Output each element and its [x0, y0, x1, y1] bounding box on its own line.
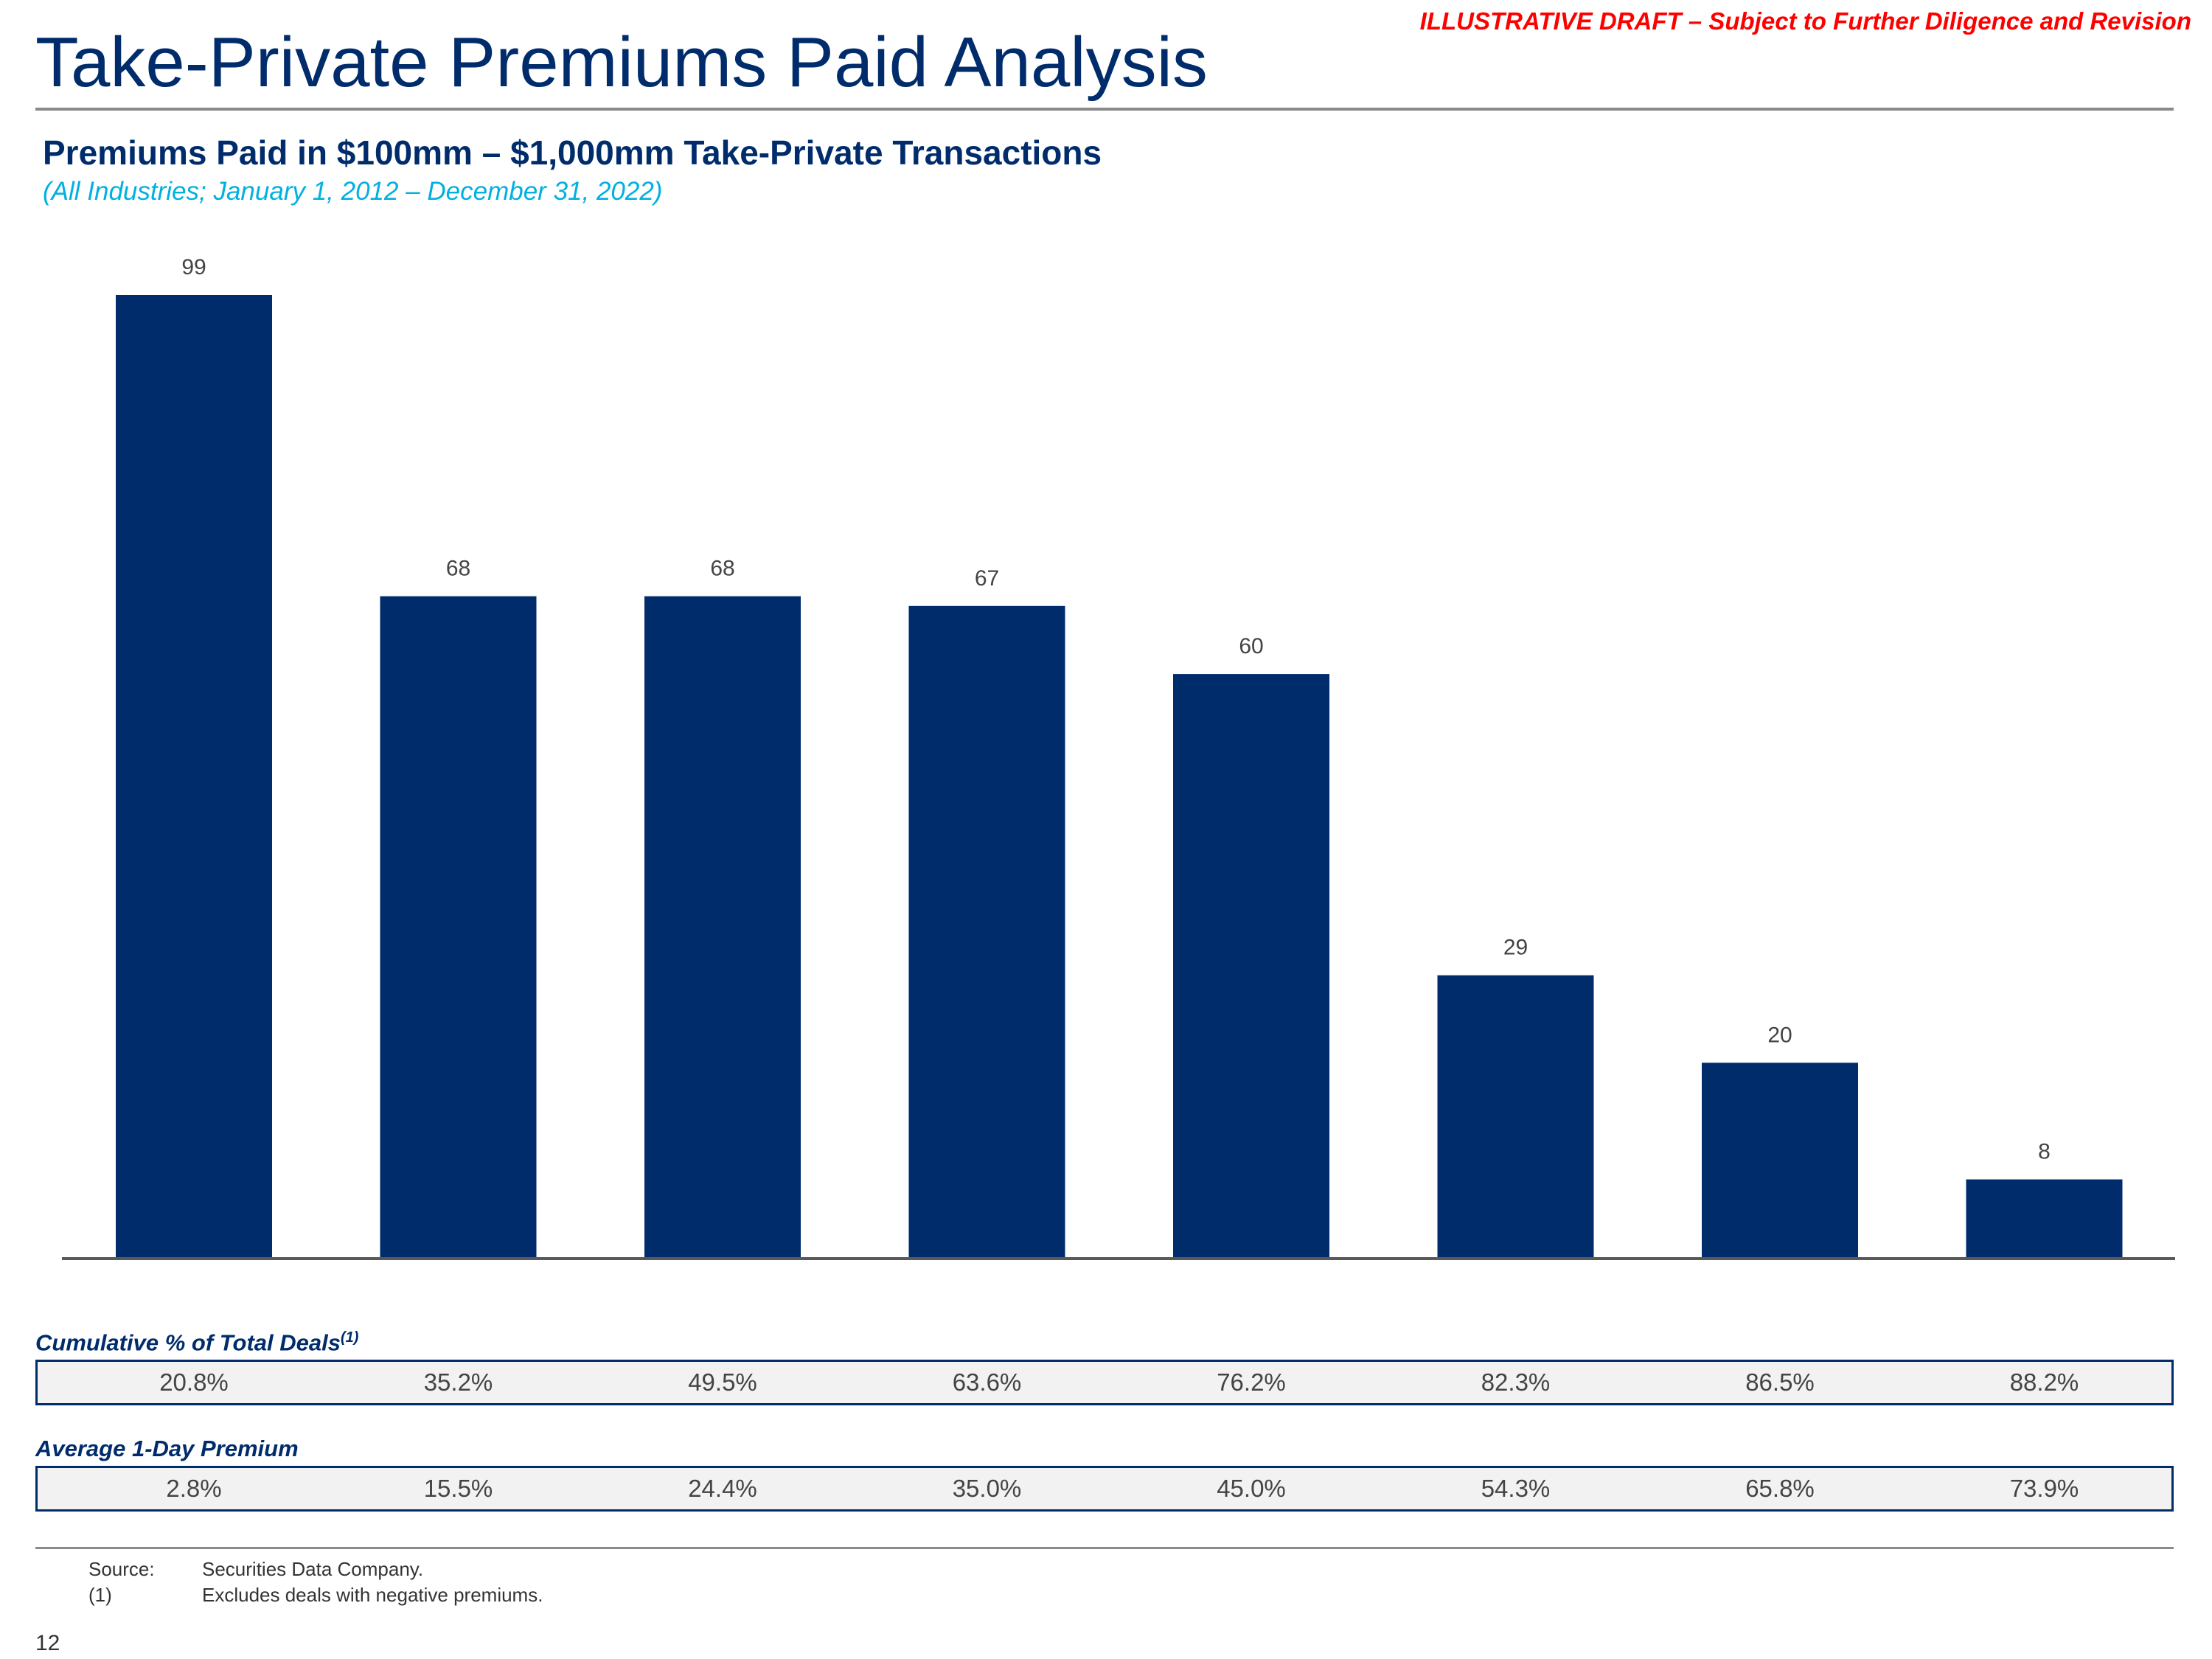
cumulative-value-cell: 63.6% — [952, 1368, 1022, 1396]
bar-value-label: 68 — [446, 557, 470, 581]
x-tick-label: 30.0% – 40.0% — [912, 1280, 1062, 1283]
bar — [116, 295, 272, 1257]
average-premium-row: 2.8% 15.5% 24.4% 35.0% 45.0% 54.3% 65.8% 73.9% — [35, 1466, 2174, 1512]
footnote-1-label: (1) — [88, 1584, 112, 1606]
footnote-divider — [35, 1547, 2174, 1549]
x-tick-label: 40.0% – 50.0% — [1176, 1280, 1326, 1283]
chart-subtitle: Premiums Paid in $100mm – $1,000mm Take-… — [43, 133, 1102, 172]
bar — [1966, 1179, 2123, 1257]
cumulative-value-cell: 88.2% — [2009, 1368, 2079, 1396]
x-tick-label: 50.0% – 60.0% — [1441, 1280, 1590, 1283]
average-premium-cell: 24.4% — [688, 1475, 757, 1502]
draft-notice: ILLUSTRATIVE DRAFT – Subject to Further … — [1419, 7, 2191, 35]
bar-value-label: 29 — [1503, 936, 1528, 960]
source-label: Source: — [88, 1558, 155, 1580]
footnote-1-text: Excludes deals with negative premiums. — [202, 1584, 543, 1606]
cumulative-value-cell: 86.5% — [1745, 1368, 1815, 1396]
x-tick-label: 60.0% – 70.0% — [1705, 1280, 1854, 1283]
page-number: 12 — [35, 1631, 60, 1655]
source-text: Securities Data Company. — [202, 1558, 424, 1580]
bar — [908, 605, 1065, 1257]
cumulative-values-row: 20.8% 35.2% 49.5% 63.6% 76.2% 82.3% 86.5% 88.2% — [35, 1360, 2174, 1405]
x-tick-label: 70.0% – 80.0% — [1969, 1280, 2119, 1283]
average-premium-cell: 54.3% — [1481, 1475, 1551, 1502]
bar-value-label: 20 — [1767, 1023, 1792, 1047]
bar-value-label: 68 — [710, 557, 734, 581]
cumulative-value-cell: 49.5% — [688, 1368, 757, 1396]
date-range-note: (All Industries; January 1, 2012 – Decem… — [43, 177, 663, 206]
bar-value-label: 99 — [181, 255, 206, 279]
cumulative-value-cell: 82.3% — [1481, 1368, 1551, 1396]
bar — [644, 596, 801, 1257]
average-premium-cell: 45.0% — [1217, 1475, 1286, 1502]
average-premium-cell: 73.9% — [2009, 1475, 2079, 1502]
bar — [1702, 1062, 1858, 1257]
x-tick-label: 20.0% – 30.0% — [647, 1280, 797, 1283]
bar-value-label: 8 — [2038, 1140, 2051, 1164]
average-premium-cell: 65.8% — [1745, 1475, 1815, 1502]
average-premium-title: Average 1-Day Premium — [35, 1436, 299, 1461]
cumulative-value-cell: 76.2% — [1217, 1368, 1286, 1396]
average-premium-cell: 2.8% — [166, 1475, 222, 1502]
footnote-ref: (1) — [341, 1329, 359, 1346]
average-premium-cell: 15.5% — [423, 1475, 493, 1502]
bar — [1173, 674, 1329, 1257]
cumulative-row-label: Cumulative % of Total Deals — [35, 1329, 341, 1356]
title-divider — [35, 108, 2174, 111]
cumulative-row-title: Cumulative % of Total Deals(1) — [35, 1329, 358, 1356]
cumulative-value-cell: 35.2% — [423, 1368, 493, 1396]
bar — [1437, 975, 1594, 1257]
bar-value-label: 67 — [975, 566, 999, 591]
premiums-bar-chart: 99 68 68 67 60 29 20 8 0.0% – 10.0% 10.0% – 20.0%… — [62, 255, 2175, 1283]
page-title: Take-Private Premiums Paid Analysis — [35, 23, 1208, 102]
bar — [380, 596, 537, 1257]
bar-value-label: 60 — [1239, 634, 1263, 658]
cumulative-value-cell: 20.8% — [159, 1368, 229, 1396]
x-tick-label: 0.0% – 10.0% — [125, 1280, 263, 1283]
average-premium-cell: 35.0% — [952, 1475, 1022, 1502]
x-tick-label: 10.0% – 20.0% — [383, 1280, 533, 1283]
